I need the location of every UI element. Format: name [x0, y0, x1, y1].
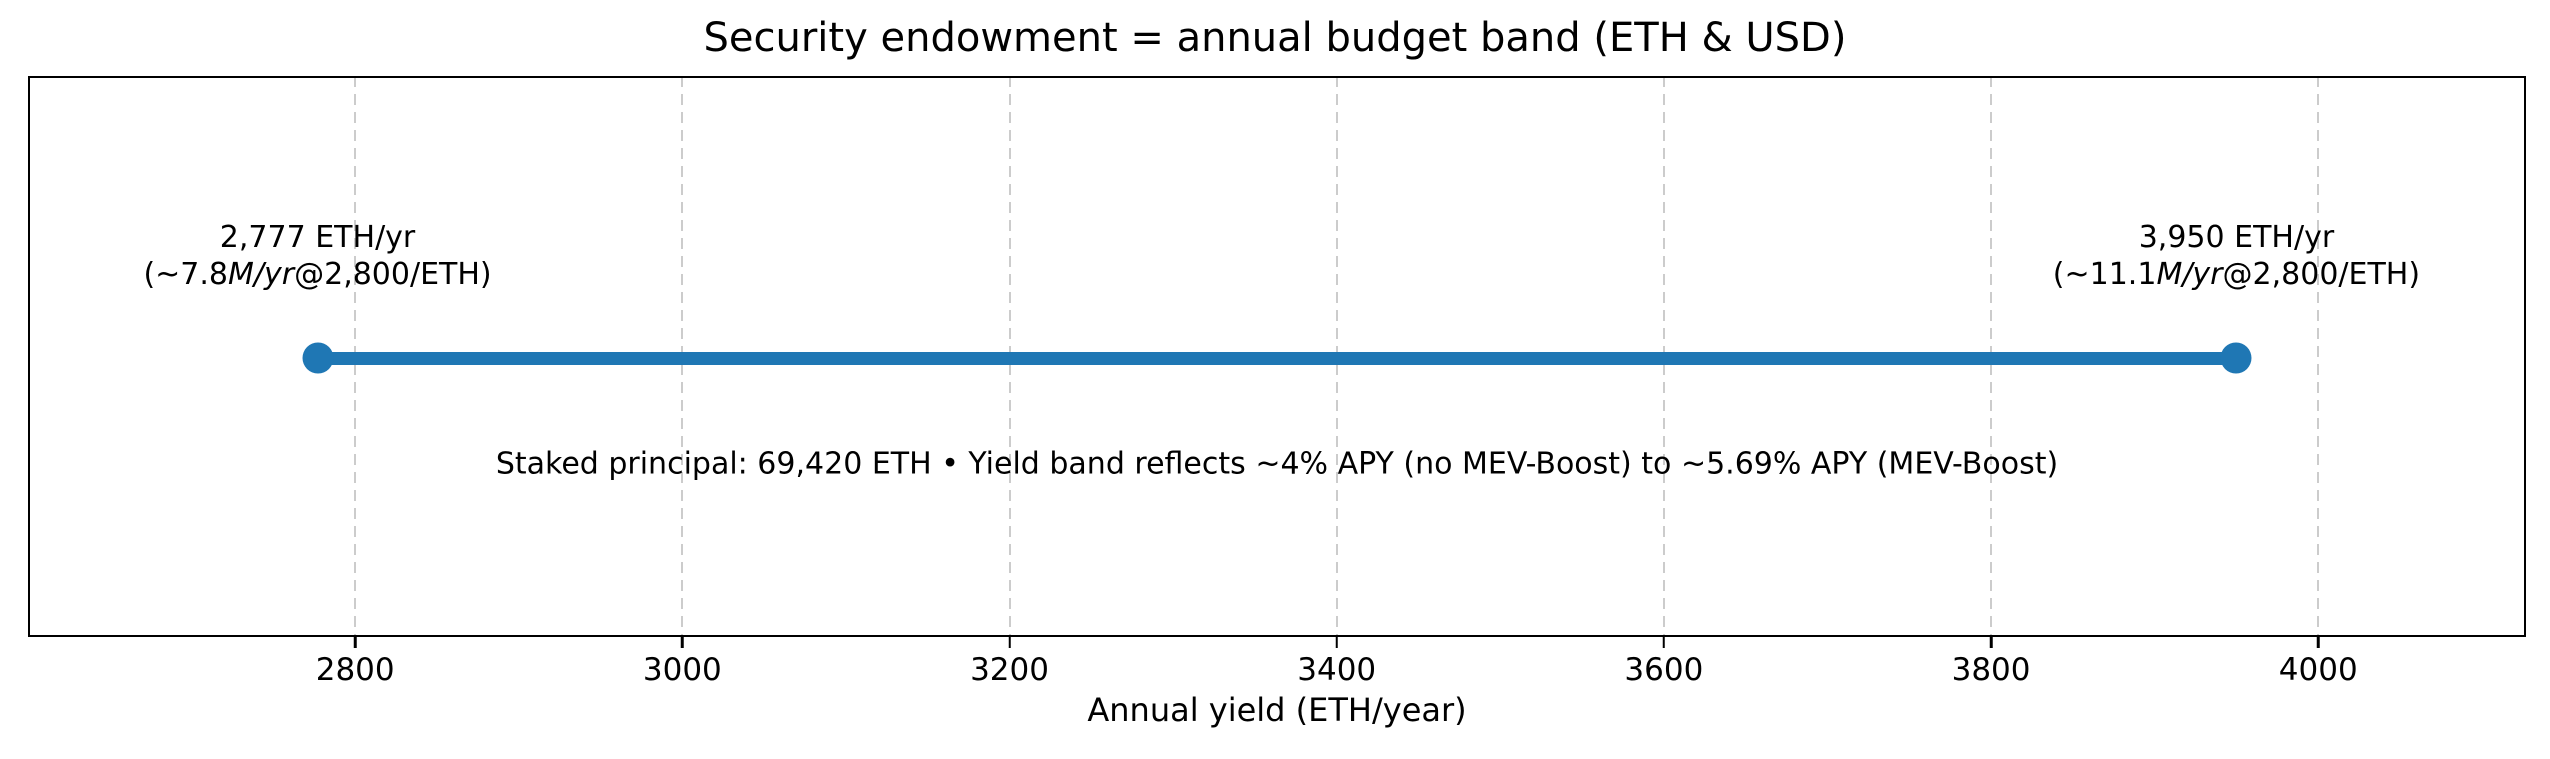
endpoint-label-low-line2-pre: (~7.8 — [143, 257, 229, 292]
endpoint-label-low-line2: (~7.8M/yr@2,800/ETH) — [143, 256, 491, 293]
tick-mark — [1335, 637, 1338, 648]
tick-mark — [2316, 637, 2320, 648]
tick-label: 3200 — [970, 652, 1049, 688]
endpoint-label-high-line1: 3,950 ETH/yr — [2138, 220, 2335, 255]
grid-line — [2317, 76, 2320, 637]
band-endpoint-dot-low — [302, 342, 334, 374]
endpoint-label-low: 2,777 ETH/yr (~7.8M/yr@2,800/ETH) — [143, 219, 491, 293]
endpoint-label-low-line2-post: @2,800/ETH) — [294, 257, 492, 292]
annotation-staked-principal: Staked principal: 69,420 ETH • Yield ban… — [495, 446, 2059, 482]
tick-label: 2800 — [315, 652, 395, 688]
tick-mark — [1989, 637, 1993, 648]
endpoint-label-low-line2-italic: M/yr — [228, 257, 295, 292]
tick-label: 3400 — [1297, 652, 1377, 688]
tick-mark — [1008, 637, 1011, 648]
endpoint-label-low-line1: 2,777 ETH/yr — [219, 220, 416, 255]
tick-mark — [1662, 637, 1666, 648]
plot-area: 2,777 ETH/yr (~7.8M/yr@2,800/ETH) 3,950 … — [28, 76, 2526, 637]
band-line — [317, 351, 2237, 365]
tick-mark — [353, 637, 357, 648]
endpoint-label-high-line2-pre: (~11.1 — [2052, 257, 2157, 292]
tick-label: 3600 — [1624, 652, 1704, 688]
x-axis-label: Annual yield (ETH/year) — [1087, 691, 1467, 729]
tick-label: 3800 — [1951, 652, 2031, 688]
endpoint-label-high: 3,950 ETH/yr (~11.1M/yr@2,800/ETH) — [2053, 219, 2420, 293]
tick-label: 4000 — [2278, 652, 2358, 688]
chart-title: Security endowment = annual budget band … — [703, 15, 1847, 61]
tick-label: 3000 — [642, 652, 722, 688]
endpoint-label-high-line2-italic: M/yr — [2156, 257, 2223, 292]
tick-mark — [681, 637, 684, 648]
band-endpoint-dot-high — [2220, 342, 2252, 374]
endpoint-label-high-line2: (~11.1M/yr@2,800/ETH) — [2053, 256, 2420, 293]
endpoint-label-high-line2-post: @2,800/ETH) — [2222, 257, 2421, 292]
